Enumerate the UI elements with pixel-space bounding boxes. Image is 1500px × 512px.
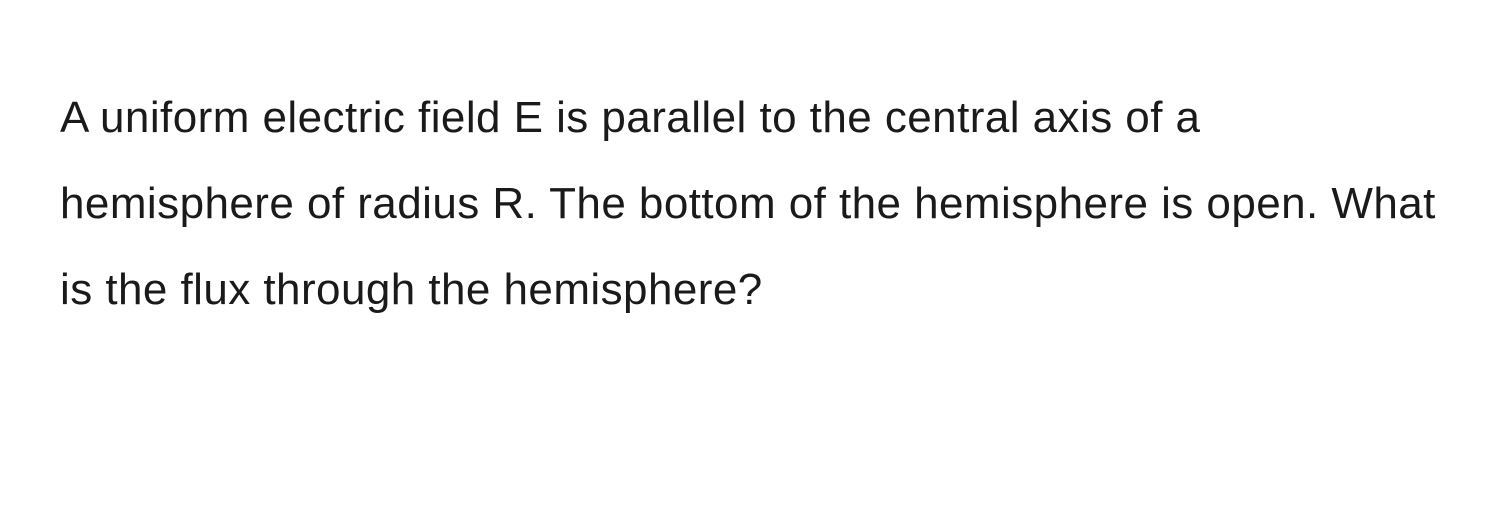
- question-text: A uniform electric field E is parallel t…: [60, 75, 1440, 332]
